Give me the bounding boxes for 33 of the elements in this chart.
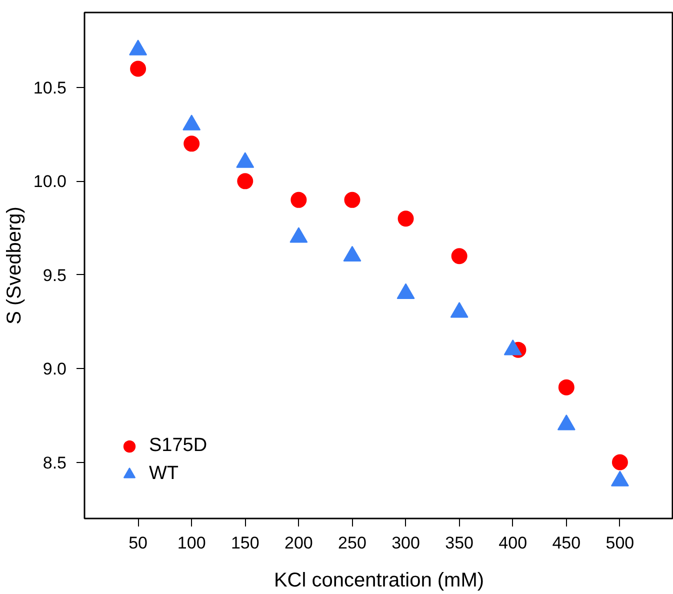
point xyxy=(184,136,200,152)
x-tick-label: 100 xyxy=(177,534,206,552)
point xyxy=(610,470,629,486)
y-tick-label: 9.0 xyxy=(42,360,67,379)
point xyxy=(290,227,308,243)
point xyxy=(344,192,360,208)
legend-label: S175D xyxy=(149,435,208,457)
point xyxy=(450,302,468,318)
y-tick-label: 9.5 xyxy=(42,266,67,285)
point xyxy=(290,192,307,208)
x-tick-label: 400 xyxy=(498,534,528,552)
x-tick-label: 150 xyxy=(230,534,260,552)
x-tick-label: 250 xyxy=(338,534,366,552)
x-tick-label: 500 xyxy=(606,534,634,552)
point xyxy=(451,248,468,264)
point xyxy=(504,340,522,356)
x-tick-label: 450 xyxy=(552,534,581,552)
y-tick-label: 10.5 xyxy=(33,78,67,98)
x-tick-label: 50 xyxy=(128,534,148,552)
legend-label: WT xyxy=(149,463,179,485)
x-tick-label: 200 xyxy=(284,534,313,552)
point xyxy=(237,173,254,190)
x-axis-title: KCl concentration (mM) xyxy=(274,570,484,592)
point xyxy=(130,60,146,77)
x-tick-label: 300 xyxy=(392,534,420,552)
y-axis-title: S (Svedberg) xyxy=(3,206,26,324)
x-tick-label: 350 xyxy=(445,534,474,552)
point xyxy=(557,414,576,430)
point xyxy=(343,246,362,262)
y-tick-label: 10.0 xyxy=(33,172,67,192)
y-tick-label: 8.5 xyxy=(42,453,67,472)
point xyxy=(396,283,415,300)
point xyxy=(398,210,414,227)
